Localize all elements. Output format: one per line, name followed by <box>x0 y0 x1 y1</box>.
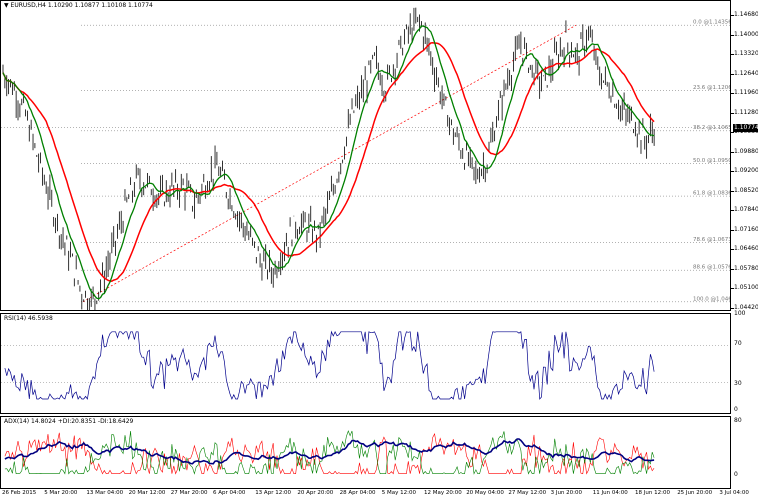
price-axis-tick <box>731 288 734 289</box>
dropdown-arrow-icon[interactable]: ▼ <box>4 2 9 9</box>
symbol-label: ▼ EURUSD,H4 1.10290 1.10877 1.10108 1.10… <box>4 2 153 9</box>
fib-level-label: 78.6 @1.06732 <box>693 237 731 243</box>
plus-di-line <box>4 430 655 475</box>
price-axis-label: 1.06460 <box>734 245 758 252</box>
price-axis-label: 1.05780 <box>734 264 758 272</box>
fib-level-label: 100.0 @1.04656 <box>693 296 731 302</box>
time-axis-label: 3 Jul 04:00 <box>719 490 749 496</box>
price-axis-label: 1.13320 <box>734 50 758 57</box>
price-axis-label: 1.09880 <box>734 147 758 155</box>
price-axis-tick <box>731 112 734 114</box>
price-axis-label: 1.09200 <box>734 167 758 174</box>
time-axis-label: 20 Mar 12:00 <box>128 490 166 496</box>
price-axis-tick <box>731 15 734 16</box>
minus-di-line <box>4 432 655 475</box>
fib-level-label: 0.0 @1.14356 <box>693 20 731 26</box>
price-axis-tick <box>731 73 734 75</box>
rsi-axis-30: 30 <box>734 380 742 387</box>
time-axis-label: 11 Jun 04:00 <box>592 490 628 496</box>
price-axis: 1.14680 1.14000 1.13320 1.12640 1.11960 1.112… <box>731 0 758 311</box>
time-axis: 26 Feb 2015 5 Mar 20:00 13 Mar 04:00 20 Mar… <box>0 489 749 500</box>
fib-level-label: 61.8 @1.08363 <box>693 191 731 197</box>
current-price-tag: 1.10774 <box>733 124 758 132</box>
time-axis-label: 26 Feb 2015 <box>2 490 37 496</box>
ma-fast-line <box>2 25 655 300</box>
price-axis-tick <box>731 132 734 133</box>
price-chart-pane[interactable]: ▼ EURUSD,H4 1.10290 1.10877 1.10108 1.10… <box>0 0 731 311</box>
time-axis-label: 3 Jun 20:00 <box>550 490 583 496</box>
price-axis-tick <box>731 210 734 211</box>
price-axis-tick <box>731 54 734 55</box>
price-axis-label: 1.04420 <box>734 303 758 311</box>
price-axis-tick <box>731 93 734 94</box>
price-bars <box>2 7 655 310</box>
price-axis-label: 1.12640 <box>734 69 758 77</box>
price-axis-tick <box>731 268 734 270</box>
price-axis-label: 1.11960 <box>734 89 758 96</box>
time-axis-label: 18 Jun 12:00 <box>635 490 670 496</box>
time-axis-label: 6 Apr 04:00 <box>213 490 246 496</box>
fib-level-label: 88.6 @1.05763 <box>693 265 731 271</box>
time-axis-label: 27 May 12:00 <box>508 490 547 496</box>
adx-pane[interactable]: ADX(14) 14.8024 +DI:20.8351 -DI:18.6429 <box>0 416 731 489</box>
price-axis-label: 1.14680 <box>734 11 758 18</box>
rsi-label: RSI(14) 46.5938 <box>4 315 53 322</box>
time-axis-label: 20 May 04:00 <box>466 490 504 496</box>
fib-level-label: 23.6 @1.12068 <box>693 85 731 91</box>
rsi-chart-svg <box>1 330 730 401</box>
price-axis-label: 1.11280 <box>734 108 758 116</box>
fib-level-label: 38.2 @1.10655 <box>693 125 731 131</box>
rsi-pane[interactable]: RSI(14) 46.5938 <box>0 313 731 414</box>
price-axis-tick <box>731 229 734 231</box>
adx-axis-0: 0 <box>734 471 738 478</box>
ma-slow-line <box>2 42 655 282</box>
time-axis-label: 28 Apr 04:00 <box>339 490 376 496</box>
price-axis-tick <box>731 249 734 250</box>
price-axis-label: 1.08520 <box>734 186 758 194</box>
price-axis-tick <box>731 171 734 172</box>
price-axis-tick <box>731 307 734 309</box>
rsi-axis-100: 100 <box>734 310 746 317</box>
time-axis-label: 25 Jun 20:00 <box>677 490 713 496</box>
adx-axis: 80 0 <box>731 416 758 489</box>
adx-label: ADX(14) 14.8024 +DI:20.8351 -DI:18.6429 <box>4 418 134 425</box>
price-axis-label: 1.07840 <box>734 206 758 213</box>
time-axis-label: 13 Mar 04:00 <box>86 490 124 496</box>
price-axis-label: 1.14000 <box>734 30 758 38</box>
time-axis-label: 13 Apr 12:00 <box>255 490 292 496</box>
adx-chart-svg <box>4 430 655 475</box>
price-axis-tick <box>731 151 734 153</box>
price-axis-tick <box>731 190 734 192</box>
time-axis-label: 12 May 20:00 <box>424 490 462 496</box>
rsi-line <box>4 330 655 401</box>
fib-level-label: 50.0 @1.09507 <box>693 158 731 164</box>
price-axis-tick <box>731 34 734 36</box>
rsi-axis: 100 70 30 0 <box>731 310 758 414</box>
price-axis-label: 1.05100 <box>734 284 758 291</box>
adx-line <box>4 438 655 465</box>
time-axis-label: 20 Apr 20:00 <box>297 490 334 496</box>
rsi-axis-0: 0 <box>734 406 738 413</box>
time-axis-label: 27 Mar 20:00 <box>170 490 208 496</box>
price-axis-label: 1.07160 <box>734 225 758 233</box>
time-axis-label: 5 Mar 20:00 <box>44 490 78 496</box>
rsi-axis-70: 70 <box>734 340 742 347</box>
price-chart-svg: 0.0 @1.14356 23.6 @1.12068 38.2 @1.10655 50… <box>1 7 731 310</box>
time-axis-label: 5 May 12:00 <box>381 490 417 496</box>
adx-axis-80: 80 <box>734 417 742 424</box>
